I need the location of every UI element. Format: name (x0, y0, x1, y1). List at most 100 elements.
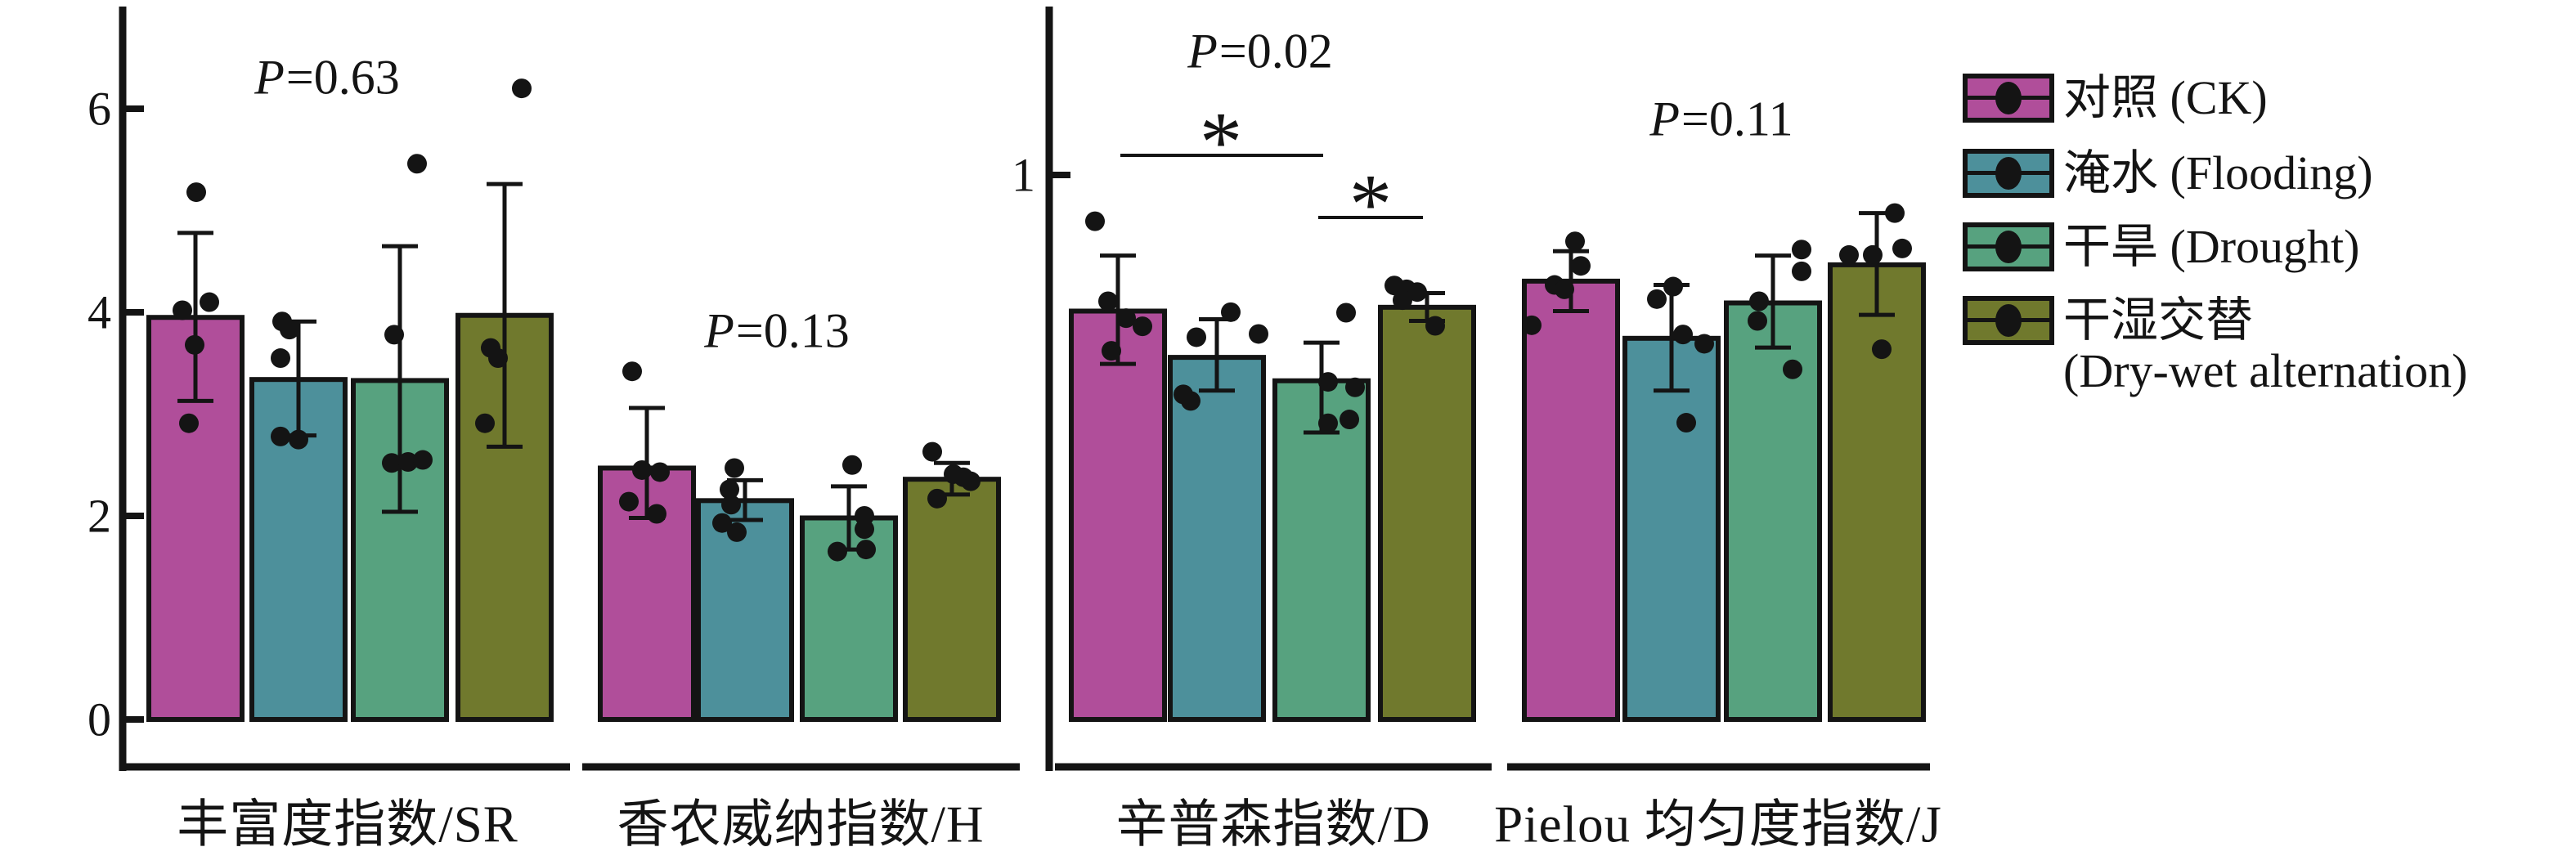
data-point-j-flooding-2 (1673, 325, 1693, 345)
data-point-j-flooding-4 (1676, 413, 1696, 433)
legend-label-drought: 干旱 (Drought) (2063, 220, 2360, 273)
significance-star: * (1199, 94, 1243, 190)
x-group-label-sr: 丰富度指数/SR (177, 795, 518, 847)
data-point-d-flooding-1 (1249, 324, 1268, 344)
p-value-text: =0.02 (1218, 24, 1333, 78)
data-point-j-drywet-3 (1863, 244, 1883, 265)
data-point-d-drywet-3 (1393, 290, 1412, 311)
bar-d-drought (1272, 378, 1371, 722)
data-point-sr-drought-1 (384, 325, 404, 345)
p-value-text: =0.13 (735, 303, 850, 358)
data-point-j-drywet-2 (1839, 244, 1859, 265)
data-point-j-drought-0 (1792, 240, 1811, 260)
data-point-h-ck-1 (632, 459, 652, 480)
data-point-d-drywet-2 (1407, 282, 1427, 302)
data-point-d-ck-2 (1116, 308, 1136, 329)
data-point-sr-drywet-2 (488, 348, 508, 369)
data-point-sr-flooding-2 (271, 348, 290, 369)
data-point-d-drought-1 (1318, 372, 1338, 392)
p-symbol: P (704, 303, 734, 358)
x-group-label-h: 香农威纳指数/H (617, 795, 985, 847)
legend-swatch-dot (1995, 231, 2022, 263)
data-point-j-drought-2 (1749, 291, 1769, 311)
data-point-h-flooding-3 (712, 513, 732, 533)
legend-swatch-dot (1995, 82, 2022, 114)
p-symbol: P (1187, 24, 1218, 78)
data-point-sr-ck-0 (186, 182, 206, 203)
p-symbol: P (1649, 92, 1681, 146)
data-point-h-ck-3 (619, 491, 639, 512)
bar-d-drywet (1378, 304, 1476, 722)
data-point-d-ck-0 (1085, 211, 1105, 231)
bar-d-flooding (1168, 355, 1266, 722)
y-tick-label: 6 (88, 82, 111, 136)
data-point-h-drought-2 (828, 541, 847, 562)
p-symbol: P (254, 50, 285, 105)
data-point-j-drought-4 (1783, 359, 1802, 379)
data-point-sr-drywet-3 (475, 413, 495, 433)
data-point-h-drought-3 (855, 519, 874, 540)
data-point-d-ck-1 (1098, 291, 1118, 311)
data-point-h-ck-4 (647, 504, 666, 524)
legend-swatch-drywet (1963, 296, 2054, 345)
data-point-j-flooding-0 (1663, 276, 1683, 297)
data-point-h-flooding-2 (721, 495, 741, 515)
data-point-sr-flooding-3 (271, 426, 290, 446)
legend-label-flooding: 淹水 (Flooding) (2063, 146, 2373, 199)
data-point-j-drywet-1 (1892, 238, 1912, 258)
legend-label-drywet: 干湿交替 (Dry-wet alternation) (2063, 294, 2468, 397)
data-point-sr-ck-4 (179, 413, 199, 433)
data-point-d-flooding-0 (1221, 302, 1241, 322)
data-point-j-flooding-1 (1647, 289, 1667, 309)
legend-swatch-ck (1963, 74, 2054, 123)
data-point-j-drywet-0 (1885, 203, 1905, 223)
data-point-sr-ck-1 (200, 292, 219, 312)
data-point-h-flooding-0 (725, 458, 744, 478)
data-point-sr-drought-3 (398, 452, 418, 473)
data-point-h-flooding-4 (727, 522, 747, 542)
p-value-text: =0.63 (285, 50, 400, 105)
data-point-d-flooding-2 (1187, 327, 1206, 347)
data-point-sr-drought-4 (413, 450, 433, 470)
data-point-h-ck-0 (622, 361, 642, 382)
p-value-label-j: P=0.11 (1649, 92, 1793, 148)
p-value-label-d: P=0.02 (1187, 24, 1333, 80)
data-point-sr-flooding-4 (289, 429, 308, 450)
significance-star: * (1349, 156, 1393, 252)
p-value-label-h: P=0.13 (704, 303, 850, 360)
data-point-h-drywet-4 (927, 488, 947, 509)
legend-label-ck: 对照 (CK) (2063, 71, 2268, 124)
data-point-j-ck-4 (1522, 315, 1542, 335)
y-tick-label: 2 (88, 489, 111, 543)
y-tick-label: 1 (1012, 148, 1035, 202)
data-point-sr-flooding-1 (280, 320, 299, 340)
data-point-j-ck-1 (1571, 256, 1591, 276)
data-point-h-drought-0 (842, 455, 862, 475)
legend-swatch-drought (1963, 222, 2054, 271)
bar-sr-drywet (456, 312, 554, 722)
bar-h-drywet (903, 477, 1001, 722)
legend-swatch-dot (1995, 157, 2022, 190)
data-point-d-drought-4 (1340, 410, 1359, 430)
data-point-sr-ck-2 (173, 300, 192, 320)
data-point-h-drywet-3 (961, 471, 981, 491)
bar-d-ck (1069, 308, 1167, 722)
data-point-h-drought-4 (856, 540, 876, 560)
data-point-sr-drywet-0 (512, 78, 532, 99)
data-point-d-ck-3 (1133, 316, 1152, 337)
legend-swatch-dot (1995, 304, 2022, 337)
bar-j-ck (1522, 278, 1620, 722)
data-point-h-flooding-1 (720, 479, 739, 500)
bar-j-drywet (1828, 262, 1926, 722)
data-point-j-ck-3 (1555, 279, 1574, 299)
data-point-h-ck-2 (650, 462, 670, 482)
x-group-label-d: 辛普森指数/D (1115, 795, 1431, 847)
y-tick-label: 0 (88, 692, 111, 746)
data-point-d-drought-0 (1336, 302, 1356, 323)
data-point-d-drought-2 (1345, 377, 1365, 397)
data-point-sr-drought-2 (382, 453, 402, 473)
data-point-j-ck-0 (1565, 231, 1585, 252)
data-point-j-drought-3 (1748, 311, 1767, 331)
data-point-sr-drought-0 (407, 154, 427, 174)
